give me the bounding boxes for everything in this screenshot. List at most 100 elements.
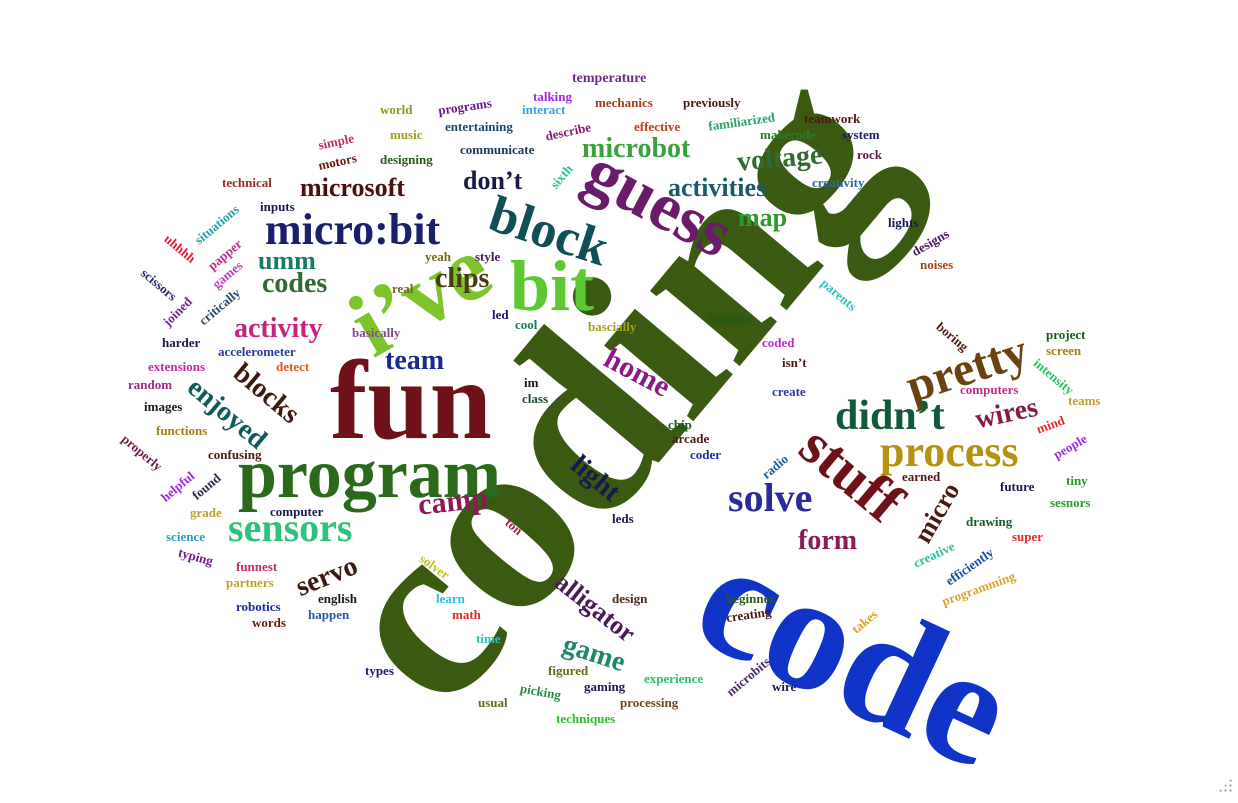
word-bascially: bascially (588, 319, 637, 334)
word-codes: codes (262, 268, 328, 299)
word-design: design (612, 591, 648, 606)
word-dont: don’t (463, 166, 523, 195)
word-rock: rock (857, 147, 883, 162)
word-class: class (522, 391, 548, 406)
word-images: images (144, 399, 183, 414)
word-favorite: favorite (708, 311, 752, 326)
word-bit: bit (510, 246, 595, 326)
word-partners: partners (226, 575, 274, 590)
word-interact: interact (522, 102, 566, 117)
word-wire: wire (772, 679, 797, 694)
word-gaming: gaming (584, 679, 626, 694)
word-random: random (128, 377, 173, 392)
word-create: create (772, 384, 806, 399)
word-talking: talking (533, 89, 573, 104)
word-usual: usual (478, 695, 508, 710)
word-form: form (798, 525, 858, 556)
word-experience: experience (644, 671, 704, 686)
word-science: science (166, 529, 205, 544)
word-extensions: extensions (148, 359, 206, 374)
word-coder: coder (690, 447, 722, 462)
word-people: people (1050, 430, 1090, 463)
word-system: system (842, 127, 880, 142)
word-map: map (738, 203, 788, 232)
word-english: english (318, 591, 358, 606)
word-microbot: microbot (582, 133, 691, 164)
word-effective: effective (634, 119, 681, 134)
word-words: words (252, 615, 286, 630)
word-accelerometer: accelerometer (218, 344, 296, 359)
word-fun: fun (330, 339, 492, 463)
word-team: team (385, 345, 445, 376)
word-previously: previously (683, 95, 741, 110)
word-clips: clips (435, 263, 490, 294)
word-program: program (238, 436, 502, 513)
word-im: im (524, 375, 539, 390)
word-detect: detect (276, 359, 310, 374)
word-creativity: creativity (812, 175, 865, 190)
word-typing: typing (176, 544, 215, 569)
word-microbit: micro:bit (265, 205, 441, 254)
word-drawing: drawing (966, 514, 1013, 529)
word-time: time (476, 631, 501, 646)
word-microsoft: microsoft (300, 173, 405, 202)
word-leds: leds (612, 511, 634, 526)
word-yeah: yeah (425, 249, 451, 264)
word-makecode: makecode (760, 127, 816, 142)
word-teams: teams (1068, 393, 1101, 408)
word-tiny: tiny (1066, 473, 1088, 488)
word-entertaining: entertaining (445, 119, 513, 134)
word-super: super (1012, 529, 1044, 544)
word-sixth: sixth (547, 161, 576, 192)
word-computer: computer (270, 504, 324, 519)
word-motors: motors (316, 150, 359, 173)
word-happen: happen (308, 607, 350, 622)
word-voltage: voltage (735, 139, 824, 178)
word-technical: technical (222, 175, 272, 190)
word-computers: computers (960, 382, 1019, 397)
word-types: types (365, 663, 394, 678)
word-didnt: didn’t (835, 393, 945, 439)
word-processing: processing (620, 695, 679, 710)
word-umm: umm (258, 246, 316, 275)
word-intensity: intensity (1030, 355, 1077, 398)
word-camp: camp (416, 481, 490, 522)
word-style: style (475, 249, 501, 264)
word-harder: harder (162, 335, 201, 350)
word-process: process (880, 427, 1019, 476)
word-confusing: confusing (208, 447, 262, 462)
word-world: world (380, 102, 413, 117)
word-earned: earned (902, 469, 941, 484)
word-beginner: beginner (726, 591, 776, 606)
word-learn: learn (436, 591, 465, 606)
word-project: project (1046, 327, 1086, 342)
word-screen: screen (1046, 343, 1082, 358)
word-led: led (492, 307, 509, 322)
word-designing: designing (380, 152, 433, 167)
word-properly: properly (118, 431, 166, 474)
word-activities: activities (668, 173, 767, 202)
word-inputs: inputs (260, 199, 295, 214)
word-teamwork: teamwork (804, 111, 861, 126)
word-communicate: communicate (460, 142, 535, 157)
word-robotics: robotics (236, 599, 281, 614)
word-funnest: funnest (236, 559, 278, 574)
word-sensors: sensors (228, 505, 353, 550)
word-chip: chip (668, 417, 692, 432)
word-temperature: temperature (572, 71, 647, 86)
word-helpful: helpful (157, 468, 198, 505)
word-scissors: scissors (138, 265, 180, 304)
word-activity: activity (234, 313, 323, 344)
word-arcade: arcade (672, 431, 710, 446)
word-figured: figured (548, 663, 589, 678)
word-simple: simple (316, 130, 356, 153)
word-real: real (392, 281, 414, 296)
word-programs: programs (437, 95, 493, 118)
word-functions: functions (156, 423, 208, 438)
word-music: music (390, 127, 423, 142)
word-future: future (1000, 479, 1035, 494)
word-micro: micro (908, 477, 966, 548)
word-coded: coded (762, 335, 795, 350)
word-math: math (452, 607, 481, 622)
